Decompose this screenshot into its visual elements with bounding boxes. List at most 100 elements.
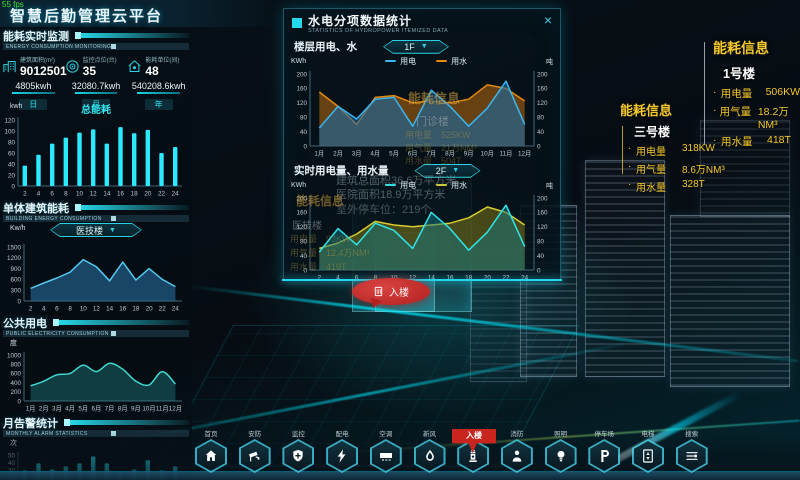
svg-text:22: 22 <box>158 191 166 198</box>
search-list-button[interactable] <box>675 439 708 473</box>
svg-text:4: 4 <box>336 275 340 282</box>
svg-text:14: 14 <box>428 275 436 282</box>
svg-text:160: 160 <box>296 210 307 217</box>
svg-text:200: 200 <box>537 195 548 202</box>
enter-flag-button[interactable]: 入楼 <box>452 429 496 453</box>
section-title: 月告警统计 <box>3 417 58 430</box>
realtime-chart-axis-row: KWh 用电 用水 吨 <box>284 180 560 191</box>
svg-text:11月: 11月 <box>500 150 513 158</box>
svg-text:12月: 12月 <box>169 405 182 413</box>
total-value: 4805kwh <box>15 81 52 91</box>
building-icon <box>374 286 383 297</box>
svg-text:24: 24 <box>172 191 180 198</box>
chart-legend: 用电 用水 <box>385 180 467 191</box>
svg-text:16: 16 <box>117 191 125 198</box>
strip-marker <box>110 331 116 336</box>
background-building <box>670 215 790 387</box>
svg-text:80: 80 <box>537 239 545 246</box>
flag-label: 入楼 <box>466 431 482 440</box>
svg-text:2月: 2月 <box>333 150 343 158</box>
period-tag[interactable]: 日 <box>19 99 48 110</box>
svg-text:60: 60 <box>8 150 16 157</box>
shield-button[interactable] <box>282 439 315 473</box>
svg-text:8: 8 <box>68 306 72 313</box>
info-row: · 用气量 8.6万NM³ <box>628 161 744 176</box>
elevator-icon <box>643 449 653 463</box>
modal-header: 水电分项数据统计 STATISTICS OF HYDROPOWER ITEMIZ… <box>284 9 560 35</box>
bulb-button[interactable] <box>544 439 577 473</box>
section-title: 单体建筑能耗 <box>3 202 69 215</box>
svg-text:0: 0 <box>11 183 15 190</box>
svg-text:1000: 1000 <box>7 352 22 359</box>
svg-text:10月: 10月 <box>481 150 494 158</box>
camera-button[interactable] <box>238 439 271 473</box>
panel-divider <box>704 42 705 145</box>
ac-button[interactable] <box>369 439 402 473</box>
parking-icon <box>601 450 610 462</box>
info-row: · 用水量 418T <box>713 134 800 149</box>
period-tag[interactable]: 年 <box>144 99 173 110</box>
info-row: · 用水量 328T <box>628 179 744 194</box>
parking-button[interactable] <box>588 439 621 473</box>
svg-text:40: 40 <box>8 161 16 168</box>
bolt-button[interactable] <box>326 439 359 473</box>
modal-subtitle: STATISTICS OF HYDROPOWER ITEMIZED DATA <box>308 28 449 35</box>
floor-select-dropdown[interactable]: 1F ▼ <box>383 40 449 54</box>
svg-text:3月: 3月 <box>52 405 62 413</box>
row-label: 用水量 <box>721 136 753 148</box>
strip-marker <box>110 216 116 221</box>
svg-text:100: 100 <box>4 128 15 135</box>
realtime-floor-select-dropdown[interactable]: 2F ▼ <box>415 164 481 178</box>
energy-info-panel-building1: 能耗信息 1号楼 · 用电量 506KW · 用气量 18.2万NM³ · 用水量 418T <box>704 38 800 149</box>
section-title-bar <box>53 319 189 326</box>
row-value: 328T <box>682 179 705 190</box>
person-button[interactable] <box>500 439 533 473</box>
section-title-bar <box>64 419 189 426</box>
row-label: 用电量 <box>636 147 666 158</box>
svg-text:1月: 1月 <box>26 405 36 413</box>
building-select-dropdown[interactable]: 医技楼 ▼ <box>50 223 142 237</box>
svg-text:2: 2 <box>23 191 27 198</box>
enter-building-button[interactable]: 入楼 <box>352 278 430 305</box>
modal-title: 水电分项数据统计 <box>308 14 413 28</box>
svg-text:14: 14 <box>103 191 111 198</box>
right-axis-unit: 吨 <box>545 58 553 66</box>
building-name: 1号楼 <box>723 67 755 81</box>
stat-energy-units: 能耗单位(间) 48 <box>127 53 190 79</box>
elevator-button[interactable] <box>632 439 664 473</box>
section-label: 楼层用电、水 <box>294 41 357 54</box>
ac-icon <box>379 453 392 461</box>
stat-label: 建筑面积(m²) <box>20 57 55 64</box>
period-tag[interactable]: 月 <box>82 99 110 110</box>
section-label: 实时用电量、用水量 <box>294 165 389 178</box>
nav-item-camera: 安防 <box>238 430 272 473</box>
svg-text:160: 160 <box>296 86 307 93</box>
stat-building-area: 建筑面积(m²) 9012501 <box>2 53 67 79</box>
energy-info-panel-building3: 能耗信息 三号楼 · 用电量 318KW · 用气量 8.6万NM³ · 用水量 328T <box>614 100 744 194</box>
total-day: 4805kwh 日 <box>2 81 65 110</box>
svg-text:2: 2 <box>29 306 33 313</box>
svg-text:40: 40 <box>300 253 308 260</box>
nav-label: 电梯 <box>641 431 655 438</box>
bullet: · <box>713 86 717 98</box>
close-icon[interactable]: × <box>543 12 552 28</box>
section-title: 能耗实时监测 <box>3 30 69 43</box>
total-energy-chart-header: kwh 总能耗 <box>2 102 190 116</box>
section-subtitle-strip: ENERGY CONSUMPTION MONITORING <box>3 43 189 50</box>
svg-text:24: 24 <box>172 306 180 313</box>
bolt-icon <box>337 449 346 463</box>
svg-text:16: 16 <box>446 275 454 282</box>
drop-button[interactable] <box>413 439 446 473</box>
realtime-usage-section-header: 实时用电量、用水量 2F ▼ <box>284 159 560 180</box>
camera-icon <box>248 451 260 462</box>
nav-item-parking: 停车场 <box>587 430 621 473</box>
stat-label: 能耗单位(间) <box>145 57 180 64</box>
nav-item-drop: 新风 <box>413 430 447 473</box>
home-button[interactable] <box>195 439 227 473</box>
svg-text:4: 4 <box>37 191 41 198</box>
chart-title: 总能耗 <box>81 105 111 116</box>
chart-legend: 用电 用水 <box>385 56 467 67</box>
svg-text:5月: 5月 <box>78 405 88 413</box>
